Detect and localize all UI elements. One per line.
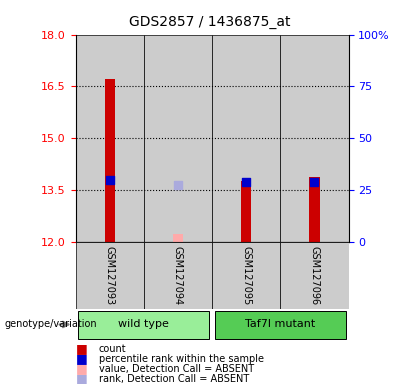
Point [311,179,318,185]
Bar [215,311,346,339]
Text: GSM127095: GSM127095 [241,246,251,305]
Text: GDS2857 / 1436875_at: GDS2857 / 1436875_at [129,15,291,29]
Text: rank, Detection Call = ABSENT: rank, Detection Call = ABSENT [99,374,249,384]
Text: genotype/variation: genotype/variation [4,319,97,329]
Text: GSM127094: GSM127094 [173,246,183,305]
Text: value, Detection Call = ABSENT: value, Detection Call = ABSENT [99,364,254,374]
Bar [281,35,349,242]
Text: ■: ■ [76,342,87,355]
Point [175,182,181,188]
Text: ■: ■ [76,362,87,375]
Bar [105,79,115,242]
Bar [173,234,183,242]
Bar [212,242,281,309]
Bar [78,311,209,339]
Text: percentile rank within the sample: percentile rank within the sample [99,354,264,364]
Text: GSM127096: GSM127096 [310,246,320,305]
Bar [76,35,144,242]
Text: ■: ■ [76,372,87,384]
Bar [310,177,320,242]
Text: wild type: wild type [118,319,169,329]
Bar [212,35,281,242]
Bar [241,182,251,242]
Bar [144,242,212,309]
Bar [281,242,349,309]
Point [243,179,249,185]
Text: Taf7l mutant: Taf7l mutant [245,319,315,329]
Point [106,177,113,183]
Text: ■: ■ [76,352,87,365]
Bar [76,242,144,309]
Text: GSM127093: GSM127093 [105,246,115,305]
Bar [144,35,212,242]
Text: count: count [99,344,126,354]
